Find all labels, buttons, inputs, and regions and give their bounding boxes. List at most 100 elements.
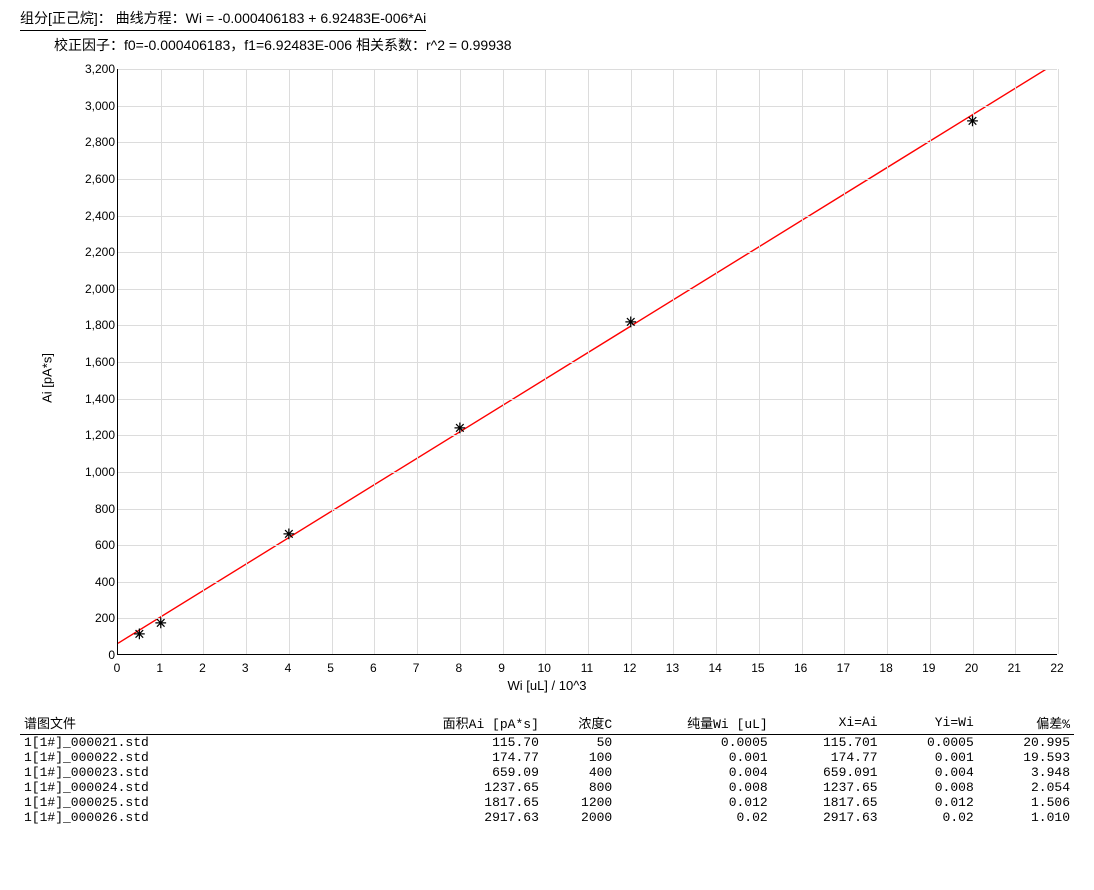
table-cell: 0.004 [616, 765, 771, 780]
data-point: ✳ [453, 421, 467, 435]
data-point: ✳ [132, 627, 146, 641]
y-tick: 3,200 [83, 62, 115, 76]
table-cell: 1237.65 [772, 780, 882, 795]
x-tick: 11 [572, 661, 602, 675]
table-cell: 1237.65 [360, 780, 543, 795]
table-row: 1[1#]_000023.std659.094000.004659.0910.0… [20, 765, 1074, 780]
table-cell: 115.70 [360, 735, 543, 751]
table-header: Yi=Wi [882, 711, 978, 735]
calibration-chart: Ai [pA*s] ✳✳✳✳✳✳ Wi [uL] / 10^3 01234567… [27, 63, 1067, 693]
gridline-h [118, 216, 1057, 217]
x-tick: 21 [999, 661, 1029, 675]
table-cell: 659.09 [360, 765, 543, 780]
y-tick: 1,600 [83, 355, 115, 369]
x-tick: 10 [529, 661, 559, 675]
table-cell: 1.506 [978, 795, 1074, 810]
table-cell: 400 [543, 765, 616, 780]
y-tick: 1,800 [83, 318, 115, 332]
table-cell: 50 [543, 735, 616, 751]
x-tick: 22 [1042, 661, 1072, 675]
table-cell: 1[1#]_000024.std [20, 780, 360, 795]
table-cell: 2917.63 [772, 810, 882, 825]
y-tick: 600 [83, 538, 115, 552]
y-tick: 2,200 [83, 245, 115, 259]
header-factors: 校正因子：f0=-0.000406183，f1=6.92483E-006 相关系… [54, 35, 1074, 55]
x-tick: 9 [487, 661, 517, 675]
table-header-row: 谱图文件面积Ai [pA*s]浓度C纯量Wi [uL]Xi=AiYi=Wi偏差% [20, 711, 1074, 735]
table-row: 1[1#]_000026.std2917.6320000.022917.630.… [20, 810, 1074, 825]
gridline-h [118, 435, 1057, 436]
table-cell: 1200 [543, 795, 616, 810]
data-table: 谱图文件面积Ai [pA*s]浓度C纯量Wi [uL]Xi=AiYi=Wi偏差%… [20, 711, 1074, 825]
x-tick: 2 [187, 661, 217, 675]
table-cell: 0.0005 [616, 735, 771, 751]
gridline-h [118, 179, 1057, 180]
table-cell: 100 [543, 750, 616, 765]
table-cell: 0.004 [882, 765, 978, 780]
gridline-h [118, 106, 1057, 107]
y-tick: 800 [83, 502, 115, 516]
table-cell: 1[1#]_000026.std [20, 810, 360, 825]
x-tick: 14 [700, 661, 730, 675]
table-row: 1[1#]_000025.std1817.6512000.0121817.650… [20, 795, 1074, 810]
table-cell: 0.02 [882, 810, 978, 825]
data-point: ✳ [154, 616, 168, 630]
x-tick: 17 [828, 661, 858, 675]
table-header: 浓度C [543, 711, 616, 735]
y-tick: 3,000 [83, 99, 115, 113]
y-tick: 2,800 [83, 135, 115, 149]
y-axis-label: Ai [pA*s] [40, 353, 55, 403]
y-tick: 1,200 [83, 428, 115, 442]
gridline-h [118, 252, 1057, 253]
table-cell: 20.995 [978, 735, 1074, 751]
table-row: 1[1#]_000021.std115.70500.0005115.7010.0… [20, 735, 1074, 751]
x-tick: 12 [615, 661, 645, 675]
table-cell: 0.012 [882, 795, 978, 810]
y-tick: 2,000 [83, 282, 115, 296]
table-cell: 2000 [543, 810, 616, 825]
x-tick: 13 [657, 661, 687, 675]
gridline-h [118, 325, 1057, 326]
table-cell: 174.77 [360, 750, 543, 765]
x-tick: 15 [743, 661, 773, 675]
x-tick: 8 [444, 661, 474, 675]
table-header: 偏差% [978, 711, 1074, 735]
table-cell: 3.948 [978, 765, 1074, 780]
table-cell: 0.008 [616, 780, 771, 795]
table-cell: 0.012 [616, 795, 771, 810]
table-cell: 0.02 [616, 810, 771, 825]
table-header: 谱图文件 [20, 711, 360, 735]
x-tick: 7 [401, 661, 431, 675]
gridline-h [118, 142, 1057, 143]
y-tick: 2,400 [83, 209, 115, 223]
table-header: 纯量Wi [uL] [616, 711, 771, 735]
gridline-v [1058, 69, 1059, 654]
gridline-h [118, 289, 1057, 290]
x-tick: 3 [230, 661, 260, 675]
table-cell: 19.593 [978, 750, 1074, 765]
gridline-h [118, 618, 1057, 619]
gridline-h [118, 69, 1057, 70]
plot-area: ✳✳✳✳✳✳ [117, 69, 1057, 655]
data-point: ✳ [624, 315, 638, 329]
gridline-h [118, 545, 1057, 546]
table-cell: 659.091 [772, 765, 882, 780]
x-tick: 4 [273, 661, 303, 675]
table-cell: 0.001 [882, 750, 978, 765]
y-tick: 1,000 [83, 465, 115, 479]
table-cell: 1[1#]_000022.std [20, 750, 360, 765]
table-row: 1[1#]_000022.std174.771000.001174.770.00… [20, 750, 1074, 765]
table-row: 1[1#]_000024.std1237.658000.0081237.650.… [20, 780, 1074, 795]
x-tick: 6 [358, 661, 388, 675]
gridline-h [118, 472, 1057, 473]
table-cell: 2.054 [978, 780, 1074, 795]
table-cell: 0.0005 [882, 735, 978, 751]
table-cell: 0.001 [616, 750, 771, 765]
table-header: 面积Ai [pA*s] [360, 711, 543, 735]
x-tick: 0 [102, 661, 132, 675]
y-tick: 200 [83, 611, 115, 625]
table-cell: 1817.65 [360, 795, 543, 810]
table-cell: 1[1#]_000023.std [20, 765, 360, 780]
table-cell: 174.77 [772, 750, 882, 765]
y-tick: 0 [83, 648, 115, 662]
